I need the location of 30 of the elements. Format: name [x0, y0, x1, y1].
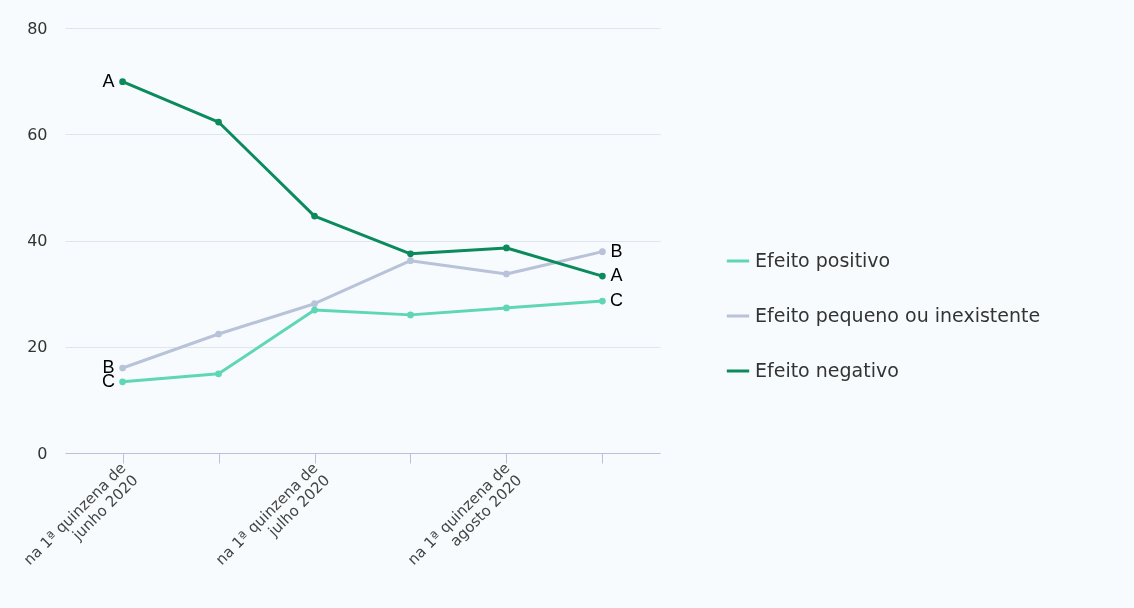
- point: [407, 257, 414, 265]
- point: [215, 330, 222, 338]
- point: [311, 300, 318, 308]
- point: [599, 272, 606, 280]
- point: [311, 212, 318, 220]
- point: [311, 306, 318, 314]
- point: [119, 378, 126, 386]
- point: [599, 297, 606, 305]
- point: [119, 364, 126, 372]
- point: [215, 370, 222, 378]
- y-tick-label: 80: [27, 18, 48, 38]
- annotation: B: [610, 240, 623, 261]
- y-tick-label: 60: [27, 124, 48, 144]
- legend-label: Efeito negativo: [755, 359, 899, 381]
- point: [503, 304, 510, 312]
- annotation: C: [609, 290, 623, 311]
- annotation: A: [610, 265, 623, 286]
- point: [503, 244, 510, 252]
- point: [599, 248, 606, 255]
- legend-label: Efeito pequeno ou inexistente: [755, 304, 1041, 326]
- point: [503, 270, 510, 278]
- y-tick-label: 20: [27, 337, 48, 357]
- point: [407, 311, 414, 319]
- y-tick-label: 40: [27, 231, 48, 250]
- legend-label: Efeito positivo: [755, 249, 891, 271]
- annotation: A: [102, 70, 115, 91]
- point: [215, 118, 222, 126]
- point: [119, 78, 126, 85]
- point: [407, 250, 414, 258]
- y-tick-label: 0: [37, 443, 48, 463]
